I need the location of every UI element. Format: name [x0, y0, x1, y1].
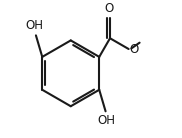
Text: OH: OH — [98, 114, 116, 128]
Text: OH: OH — [26, 19, 44, 32]
Text: O: O — [104, 2, 113, 15]
Text: O: O — [129, 43, 139, 55]
